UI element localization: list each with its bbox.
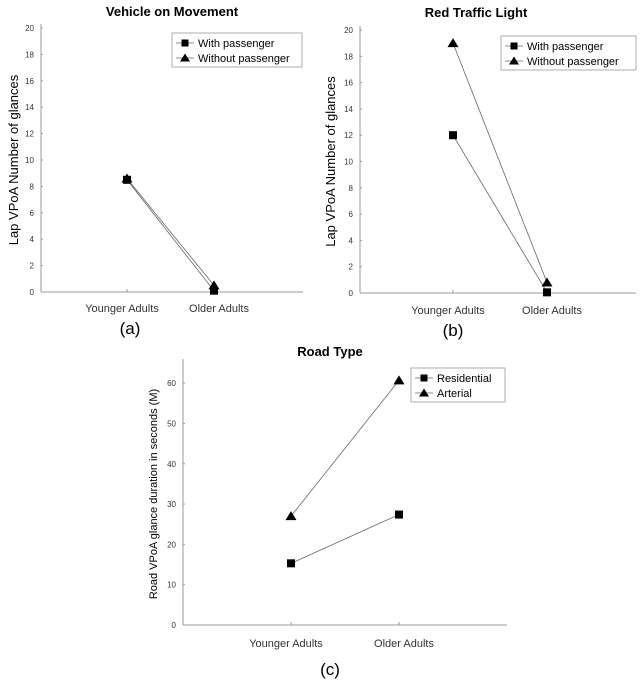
y-tick-label: 4 (30, 235, 35, 244)
square-marker-point (287, 559, 295, 568)
legend-label: Without passenger (527, 56, 619, 68)
y-tick-label: 8 (30, 182, 35, 191)
legend-label: With passenger (527, 41, 604, 53)
legend-box (500, 35, 637, 71)
y-tick-label: 18 (344, 52, 353, 61)
y-tick-label: 10 (25, 156, 34, 165)
y-axis-label: Lap VPoA Number of glances (6, 74, 21, 245)
y-tick-label: 4 (349, 236, 354, 245)
y-tick-label: 20 (25, 24, 34, 33)
series-line-0 (290, 514, 400, 564)
x-tick-label: Younger Adults (85, 303, 159, 315)
y-tick-label: 50 (167, 419, 176, 428)
series-line-1 (290, 380, 400, 517)
chart-title: Road Type (297, 344, 363, 359)
series-line-0 (452, 134, 548, 293)
y-axis-label: Lap VPoA Number of glances (323, 76, 338, 247)
x-tick-label: Younger Adults (249, 638, 323, 650)
chart-b: 0 2 4 6 8 10 12 14 16 18 20 Younger Adults Older Adu… (323, 5, 637, 340)
legend-label: Without passenger (198, 53, 290, 65)
x-tick-label: Younger Adults (411, 305, 485, 317)
y-tick-label: 16 (25, 77, 34, 86)
chart-c: 0 10 20 30 40 50 60 Younger Adults Older Adults R… (148, 344, 507, 679)
x-tick-label: Older Adults (374, 638, 434, 650)
y-tick-label: 10 (344, 158, 353, 167)
legend-label: Arterial (437, 388, 472, 400)
legend: With passenger Without passenger (500, 35, 637, 71)
y-tick-label: 20 (344, 26, 353, 35)
legend: Residential Arterial (410, 367, 506, 403)
y-tick-label: 14 (344, 105, 353, 114)
legend-triangle-icon (419, 388, 429, 397)
y-tick-label: 6 (349, 210, 354, 219)
y-tick-label: 10 (167, 581, 176, 590)
x-tick-label: Older Adults (189, 303, 249, 315)
triangle-marker-point (541, 277, 553, 287)
panel-label: (a) (120, 319, 141, 338)
triangle-marker-point (208, 280, 220, 290)
y-tick-label: 0 (30, 288, 35, 297)
y-tick-label: 16 (344, 79, 353, 88)
y-axis-label: Road VPoA glance duration in seconds (M) (148, 389, 160, 599)
triangle-marker-point (121, 173, 133, 183)
panel-label: (c) (320, 660, 340, 679)
y-tick-label: 18 (25, 50, 34, 59)
legend-label: Residential (437, 373, 491, 385)
chart-title: Red Traffic Light (425, 5, 528, 20)
legend-square-icon (420, 374, 428, 382)
y-tick-label: 0 (172, 621, 177, 630)
legend-label: With passenger (198, 38, 275, 50)
square-marker-point (449, 131, 457, 140)
legend: With passenger Without passenger (171, 32, 303, 68)
chart-title: Vehicle on Movement (106, 4, 239, 19)
square-marker-point (210, 286, 218, 295)
triangle-marker-point (393, 375, 405, 385)
triangle-marker-point (285, 511, 297, 521)
y-tick-label: 8 (349, 184, 354, 193)
y-tick-label: 14 (25, 103, 34, 112)
y-tick-label: 20 (167, 540, 176, 549)
y-tick-label: 30 (167, 500, 176, 509)
series-line-1 (126, 178, 215, 286)
y-tick-label: 2 (349, 263, 354, 272)
square-marker-point (543, 288, 551, 297)
triangle-marker-point (447, 38, 459, 48)
panel-label: (b) (443, 321, 464, 340)
square-marker-point (395, 510, 403, 519)
y-tick-label: 12 (25, 130, 34, 139)
chart-a: 0 2 4 6 8 10 12 14 16 18 20 Younger Adults Older Adu… (6, 4, 303, 338)
y-tick-label: 0 (349, 289, 354, 298)
y-tick-label: 40 (167, 460, 176, 469)
legend-triangle-icon (180, 53, 190, 62)
y-tick-label: 6 (30, 209, 35, 218)
y-tick-label: 12 (344, 131, 353, 140)
series-line-0 (126, 179, 215, 291)
y-tick-label: 60 (167, 379, 176, 388)
legend-triangle-icon (509, 56, 519, 65)
y-tick-label: 2 (30, 262, 35, 271)
legend-square-icon (510, 42, 518, 50)
x-tick-label: Older Adults (522, 305, 582, 317)
series-line-1 (452, 43, 548, 283)
legend-square-icon (181, 39, 189, 47)
legend-box (171, 32, 303, 68)
